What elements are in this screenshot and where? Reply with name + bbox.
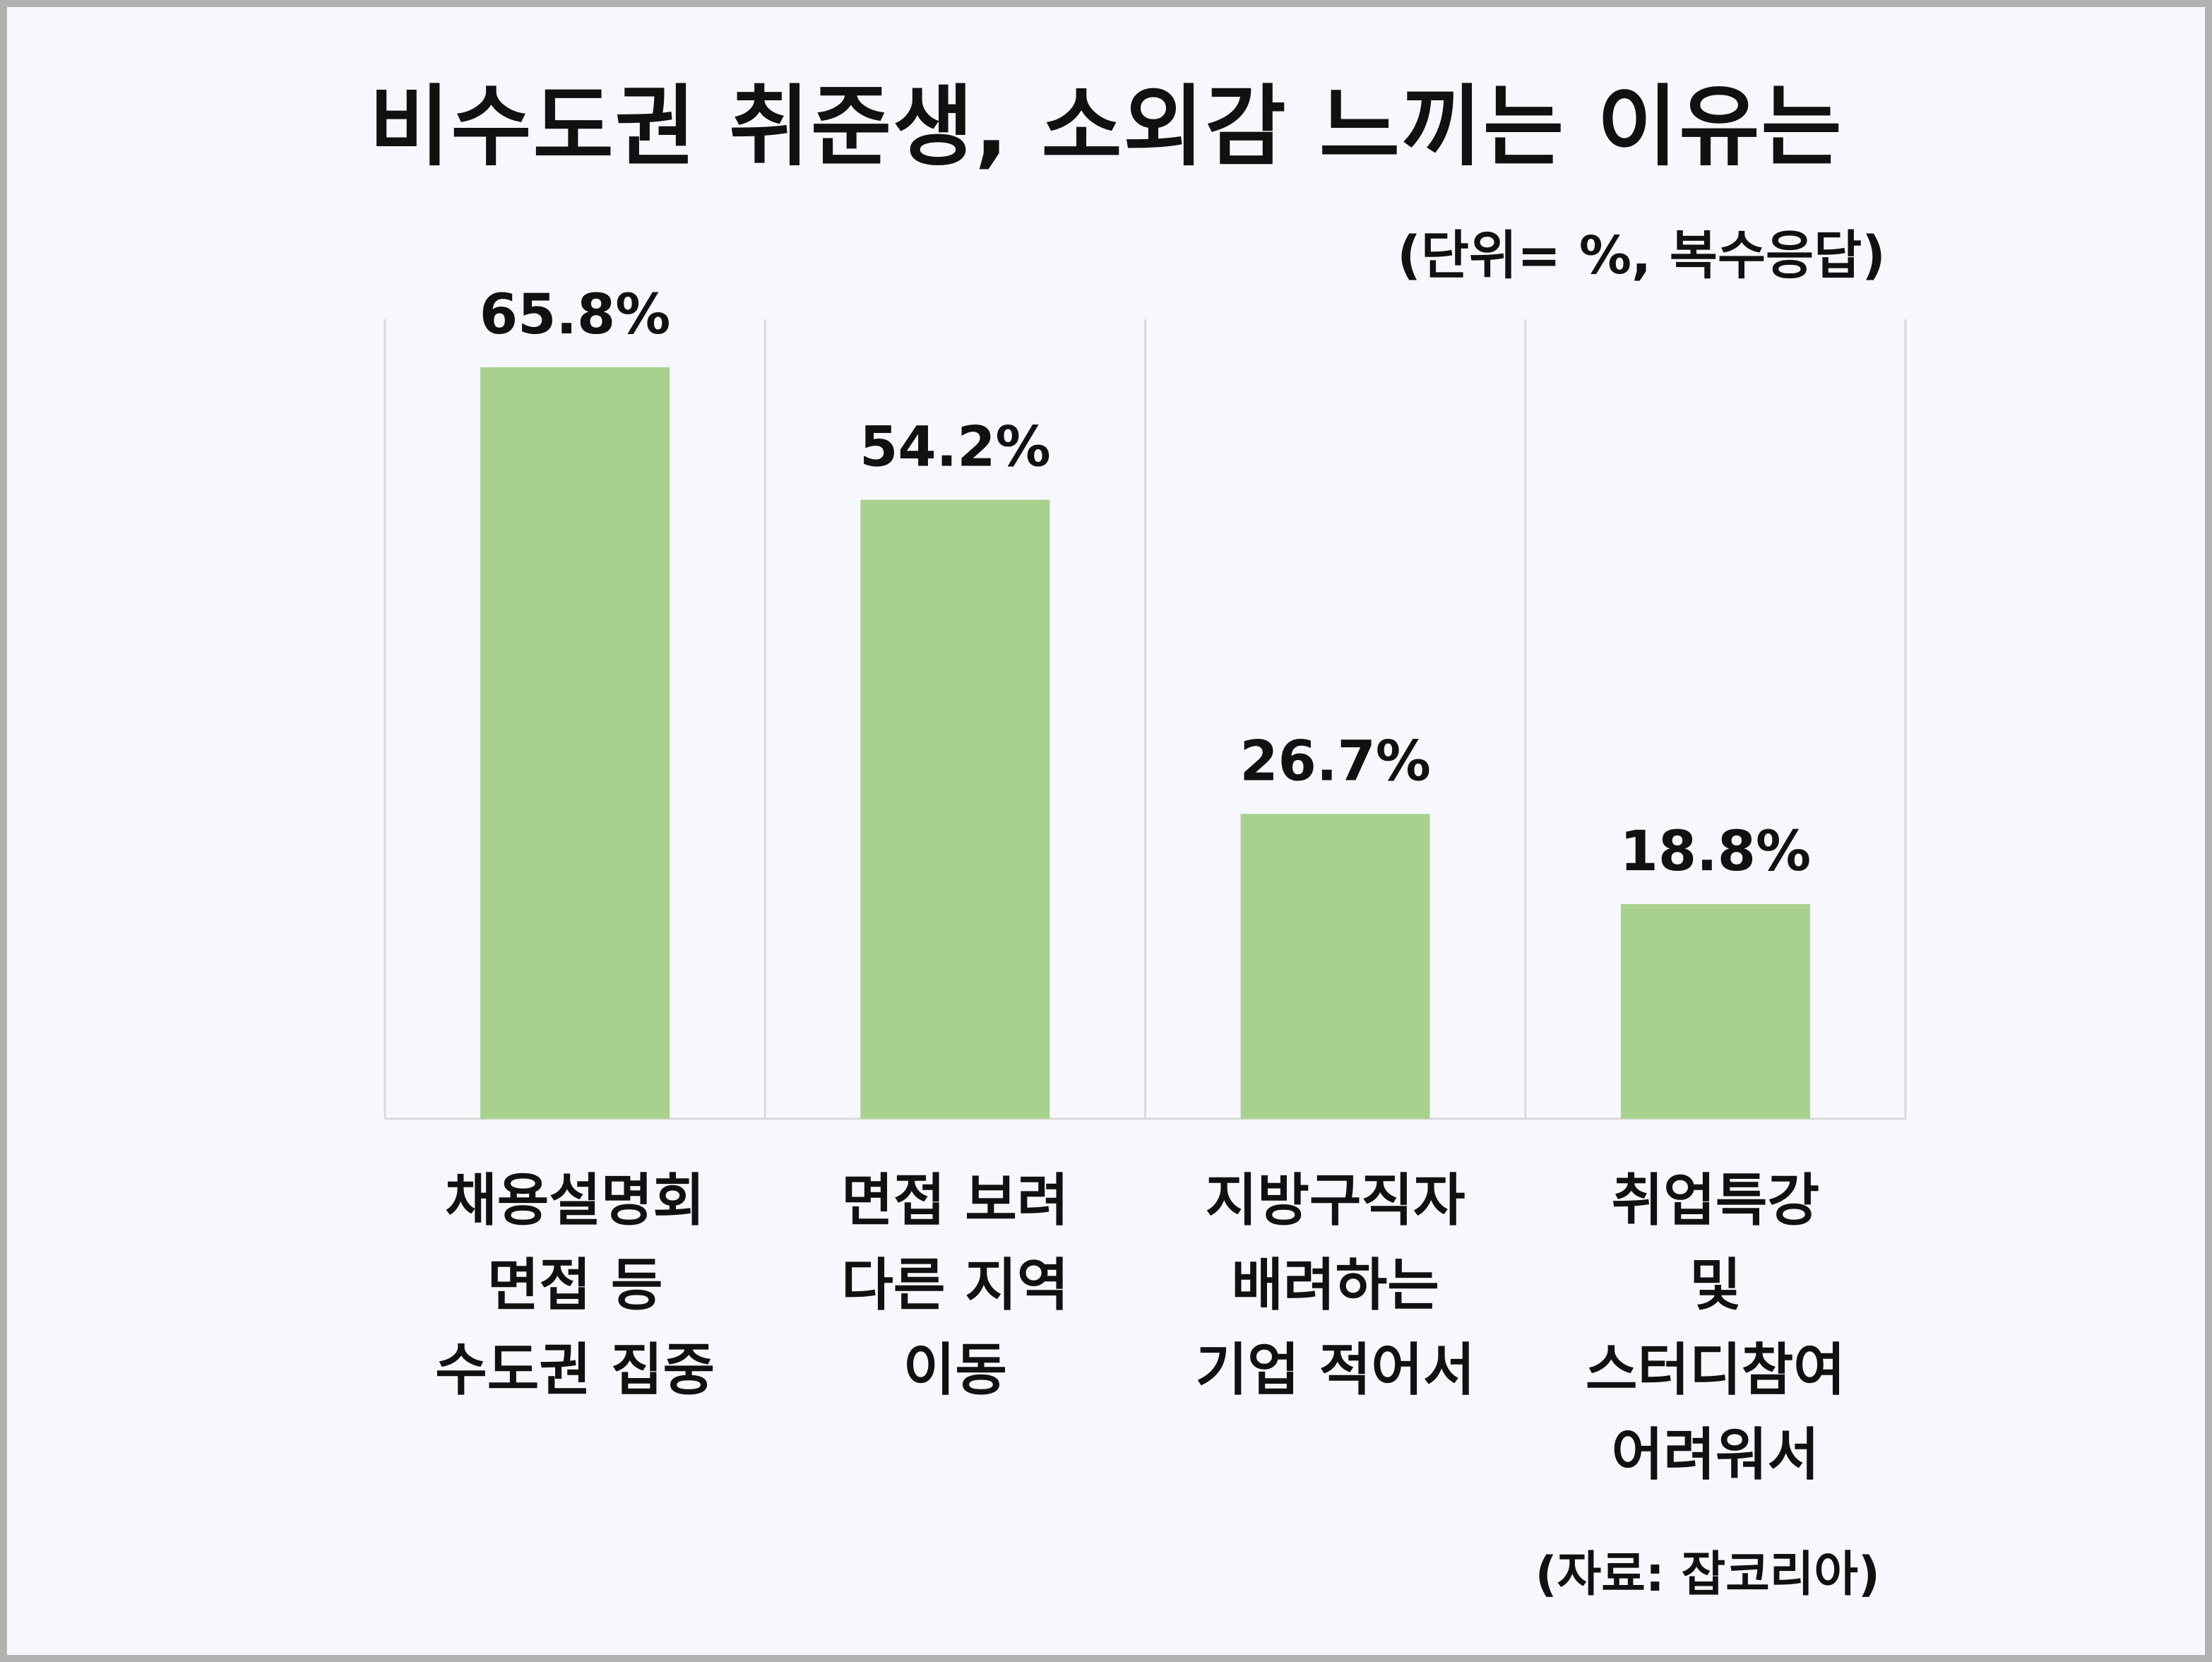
- category-label: 지방구직자 배려하는 기업 적어서: [1195, 1168, 1475, 1403]
- source-note: (자료: 잡코리아): [1535, 1547, 1880, 1603]
- value-labels: 65.8% 54.2% 26.7% 18.8%: [480, 283, 1811, 884]
- data-label: 18.8%: [1620, 820, 1812, 884]
- bar: [480, 367, 670, 1119]
- data-label: 65.8%: [480, 283, 671, 347]
- chart-title: 비수도권 취준생, 소외감 느끼는 이유는: [369, 76, 1843, 178]
- unit-note: (단위= %, 복수응답): [1397, 225, 1886, 286]
- bar: [860, 499, 1050, 1119]
- category-label: 면접 보려 다른 지역 이동: [841, 1168, 1069, 1403]
- data-label: 26.7%: [1239, 730, 1431, 793]
- category-label: 취업특강 및 스터디참여 어려워서: [1585, 1168, 1845, 1488]
- bar: [1620, 904, 1810, 1119]
- data-label: 54.2%: [860, 416, 1051, 480]
- bar: [1240, 814, 1430, 1119]
- bars: [480, 367, 1810, 1119]
- category-label: 채용설명회 면접 등 수도권 집중: [435, 1168, 715, 1403]
